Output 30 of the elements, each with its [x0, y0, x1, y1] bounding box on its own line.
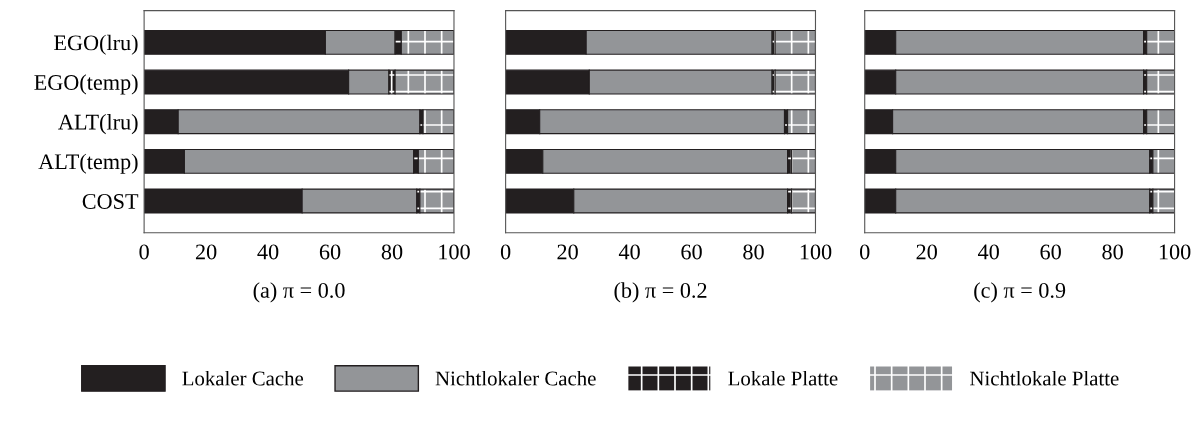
x-tick-label: 80 [743, 244, 764, 260]
x-tick-label: 60 [319, 244, 341, 260]
legend-label: Lokale Platte [728, 370, 838, 386]
y-tick-label: EGO(lru) [54, 34, 138, 55]
x-tick-label: 20 [916, 244, 937, 260]
y-tick-label: ALT(temp) [38, 153, 138, 174]
legend-label: Lokaler Cache [182, 370, 304, 386]
x-tick-label: 0 [860, 244, 870, 260]
x-tick-label: 20 [195, 244, 217, 260]
x-tick-label: 0 [139, 244, 149, 260]
legend-label: Nichtlokaler Cache [435, 370, 596, 386]
x-tick-label: 40 [618, 244, 640, 260]
y-tick-label: COST [82, 193, 139, 209]
text: (b) π = 0.2 [614, 282, 707, 303]
y-tick-label: EGO(temp) [34, 74, 138, 95]
x-tick-label: 80 [381, 244, 403, 260]
x-tick-label: 40 [977, 244, 999, 260]
x-tick-label: 60 [1040, 244, 1061, 260]
x-tick-label: 80 [1102, 244, 1123, 260]
x-tick-label: 0 [500, 244, 511, 260]
y-tick-label: ALT(lru) [58, 113, 138, 135]
text: (c) π = 0.9 [974, 282, 1066, 303]
x-tick-label: 40 [257, 244, 279, 260]
x-tick-label: 20 [557, 244, 578, 260]
x-tick-label: 100 [1159, 244, 1191, 260]
legend-label: Nichtlokale Platte [970, 370, 1119, 386]
text: (a) π = 0.0 [253, 282, 345, 303]
x-tick-label: 100 [800, 244, 832, 260]
x-tick-label: 60 [681, 244, 702, 260]
x-tick-label: 100 [439, 244, 470, 260]
